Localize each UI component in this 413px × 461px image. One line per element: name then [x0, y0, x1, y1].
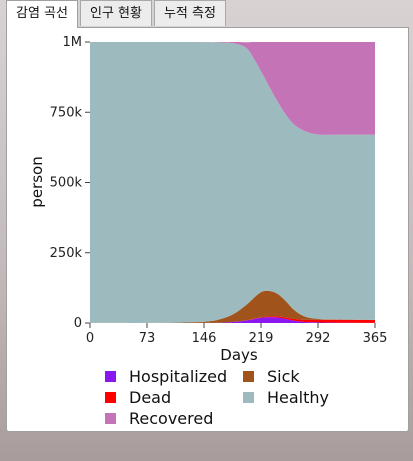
chart-panel: 0 250k 500k 750k 1M 0 73 146 219 292 365 person D…	[6, 27, 409, 432]
area-layer	[90, 41, 375, 324]
legend-label-healthy: Healthy	[267, 388, 329, 407]
legend-swatch-sick	[243, 371, 254, 382]
y-axis-title: person	[28, 156, 46, 207]
legend-swatch-hospitalized	[105, 371, 116, 382]
legend: Hospitalized Sick Dead Healthy Recovered	[105, 367, 329, 428]
x-tick-label: 365	[363, 331, 388, 346]
y-axis: 0 250k 500k 750k 1M	[50, 35, 90, 331]
y-tick-label: 1M	[63, 35, 83, 50]
area-series-dead	[90, 316, 375, 324]
legend-label-dead: Dead	[129, 388, 171, 407]
legend-swatch-dead	[105, 392, 116, 403]
x-tick-label: 0	[86, 331, 94, 346]
area-series-sick	[90, 290, 375, 324]
y-tick-label: 250k	[50, 246, 83, 261]
y-tick-label: 0	[74, 316, 82, 331]
x-tick-label: 292	[306, 331, 331, 346]
x-axis-title: Days	[220, 346, 258, 364]
tab-cumulative-measure[interactable]: 누적 측정	[153, 0, 226, 26]
legend-label-sick: Sick	[267, 367, 300, 386]
tab-population-status[interactable]: 인구 현황	[79, 0, 152, 26]
legend-label-recovered: Recovered	[129, 409, 213, 428]
y-tick-label: 500k	[50, 176, 83, 191]
legend-swatch-healthy	[243, 392, 254, 403]
x-tick-label: 73	[139, 331, 156, 346]
stacked-area-chart: 0 250k 500k 750k 1M 0 73 146 219 292 365 person D…	[28, 35, 388, 428]
tab-infection-curve[interactable]: 감염 곡선	[6, 0, 78, 28]
y-tick-label: 750k	[50, 105, 83, 120]
area-series-healthy	[90, 41, 375, 323]
x-tick-label: 219	[249, 331, 274, 346]
x-tick-label: 146	[192, 331, 217, 346]
tab-bar: 감염 곡선 인구 현황 누적 측정	[6, 0, 228, 28]
legend-label-hospitalized: Hospitalized	[129, 367, 227, 386]
area-series-recovered	[90, 41, 375, 135]
legend-swatch-recovered	[105, 413, 116, 424]
x-axis: 0 73 146 219 292 365	[86, 323, 388, 346]
